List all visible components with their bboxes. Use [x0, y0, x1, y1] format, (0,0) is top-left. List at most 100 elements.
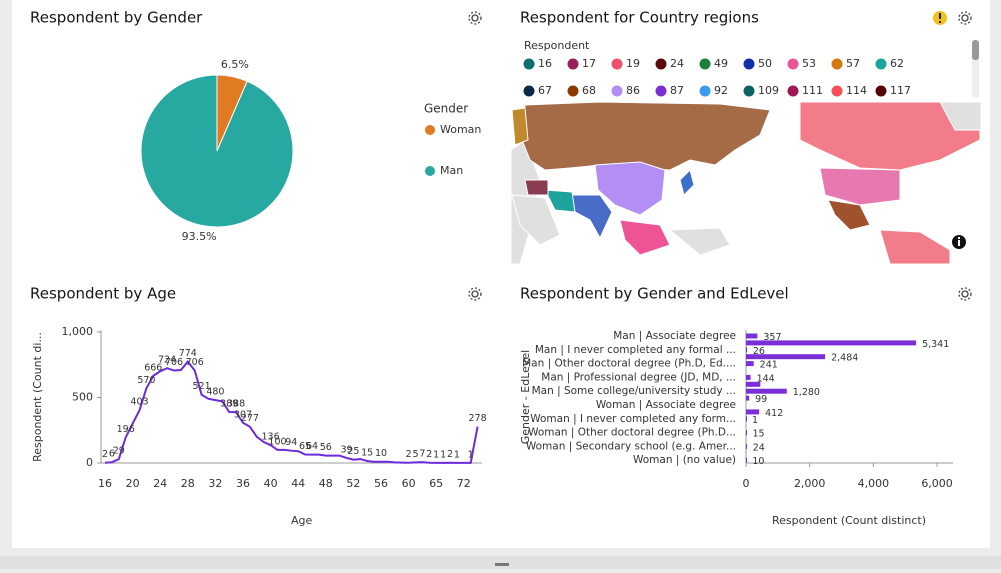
bar — [746, 333, 758, 339]
y-tick-label: Woman | (no value) — [633, 454, 736, 466]
legend-swatch — [655, 58, 667, 70]
scrollbar-thumb[interactable] — [972, 40, 979, 60]
legend-label: 17 — [582, 57, 596, 70]
data-label: 93.5% — [182, 230, 217, 243]
data-label: 403 — [130, 397, 148, 408]
legend-label: 16 — [538, 57, 552, 70]
data-label: 307 — [234, 409, 252, 420]
x-axis-label: Age — [291, 514, 313, 527]
x-tick-label: 24 — [153, 477, 167, 490]
data-label: 2 — [447, 449, 453, 460]
legend-label: Woman — [440, 123, 481, 136]
y-tick-label: Woman | Associate degree — [596, 399, 736, 411]
data-label: 1,280 — [793, 387, 820, 398]
legend-swatch — [523, 58, 535, 70]
x-tick-label: 60 — [402, 477, 416, 490]
data-label: 1 — [440, 449, 446, 460]
legend-label: 87 — [670, 84, 684, 97]
legend-title: Respondent — [524, 39, 590, 52]
y-tick-label: Woman | Other doctoral degree (Ph.D... — [528, 427, 736, 439]
legend-swatch — [831, 85, 843, 97]
legend-label: 19 — [626, 57, 640, 70]
bar — [746, 388, 787, 394]
legend-label: 111 — [802, 84, 823, 97]
resize-handle[interactable] — [495, 563, 509, 566]
legend-label: Man — [440, 164, 463, 177]
legend-label: 49 — [714, 57, 728, 70]
data-label: 144 — [757, 373, 775, 384]
legend-title: Gender — [424, 102, 468, 116]
data-label: 56 — [320, 442, 332, 453]
data-label: 724 — [158, 355, 176, 366]
data-label: 7 — [419, 449, 425, 460]
chart-title: Respondent by Gender — [30, 9, 203, 27]
data-label: 412 — [765, 408, 783, 419]
legend-swatch — [611, 85, 623, 97]
data-label: 706 — [165, 357, 183, 368]
data-label: 1 — [433, 449, 439, 460]
data-label: 480 — [206, 387, 224, 398]
legend-label: 57 — [846, 57, 860, 70]
y-tick-label: Man | Associate degree — [613, 330, 736, 342]
data-label: 388 — [227, 399, 245, 410]
data-label: 2,484 — [831, 353, 858, 364]
x-tick-label: 52 — [346, 477, 360, 490]
bottom-bar — [0, 556, 1001, 569]
data-label: 6.5% — [221, 58, 249, 71]
bar — [746, 361, 754, 367]
data-label: 1 — [468, 449, 474, 460]
chart-title: Respondent for Country regions — [520, 9, 759, 27]
data-label: 277 — [241, 413, 259, 424]
legend-swatch — [875, 58, 887, 70]
data-label: 774 — [179, 348, 197, 359]
data-label: 65 — [299, 441, 311, 452]
data-label: 10 — [752, 456, 764, 467]
legend-label: 62 — [890, 57, 904, 70]
data-label: 39 — [340, 444, 352, 455]
data-label: 136 — [262, 432, 280, 443]
x-tick-label: 4,000 — [858, 477, 890, 490]
bar — [746, 374, 751, 380]
legend-label: 24 — [670, 57, 684, 70]
chart-title: Respondent by Gender and EdLevel — [520, 285, 789, 303]
line — [104, 360, 479, 464]
x-tick-label: 44 — [291, 477, 305, 490]
bar — [746, 347, 747, 353]
data-label: 2 — [426, 449, 432, 460]
data-label: 5,341 — [922, 339, 949, 350]
legend-swatch — [567, 58, 579, 70]
data-label: 1 — [752, 415, 758, 426]
legend-swatch — [787, 85, 799, 97]
legend-swatch — [611, 58, 623, 70]
y-tick-label: Man | Some college/university study ... — [532, 385, 736, 397]
settings-icon[interactable] — [468, 11, 482, 25]
legend-label: 50 — [758, 57, 772, 70]
legend-label: 117 — [890, 84, 911, 97]
x-tick-label: 20 — [126, 477, 140, 490]
data-label: 100 — [268, 436, 286, 447]
legend-label: 67 — [538, 84, 552, 97]
legend-swatch — [567, 85, 579, 97]
settings-icon[interactable] — [468, 287, 482, 301]
data-label: 570 — [137, 375, 155, 386]
legend-label: 114 — [846, 84, 867, 97]
x-tick-label: 40 — [264, 477, 278, 490]
x-tick-label: 0 — [743, 477, 750, 490]
data-label: 64 — [306, 441, 318, 452]
data-label: 666 — [144, 362, 162, 373]
y-tick-label: 0 — [86, 456, 93, 469]
data-label: 2 — [406, 449, 412, 460]
data-label: 5 — [412, 449, 418, 460]
data-label: 29 — [113, 446, 125, 457]
data-label: 94 — [285, 437, 297, 448]
settings-icon[interactable] — [958, 287, 972, 301]
legend-swatch — [831, 58, 843, 70]
data-label: 196 — [117, 424, 135, 435]
x-tick-label: 48 — [319, 477, 333, 490]
settings-icon[interactable] — [958, 11, 972, 25]
y-tick-label: Man | Other doctoral degree (Ph.D, Ed...… — [522, 358, 736, 370]
x-tick-label: 72 — [457, 477, 471, 490]
bar — [746, 457, 747, 463]
legend-label: 109 — [758, 84, 779, 97]
warning-icon[interactable] — [933, 11, 947, 25]
